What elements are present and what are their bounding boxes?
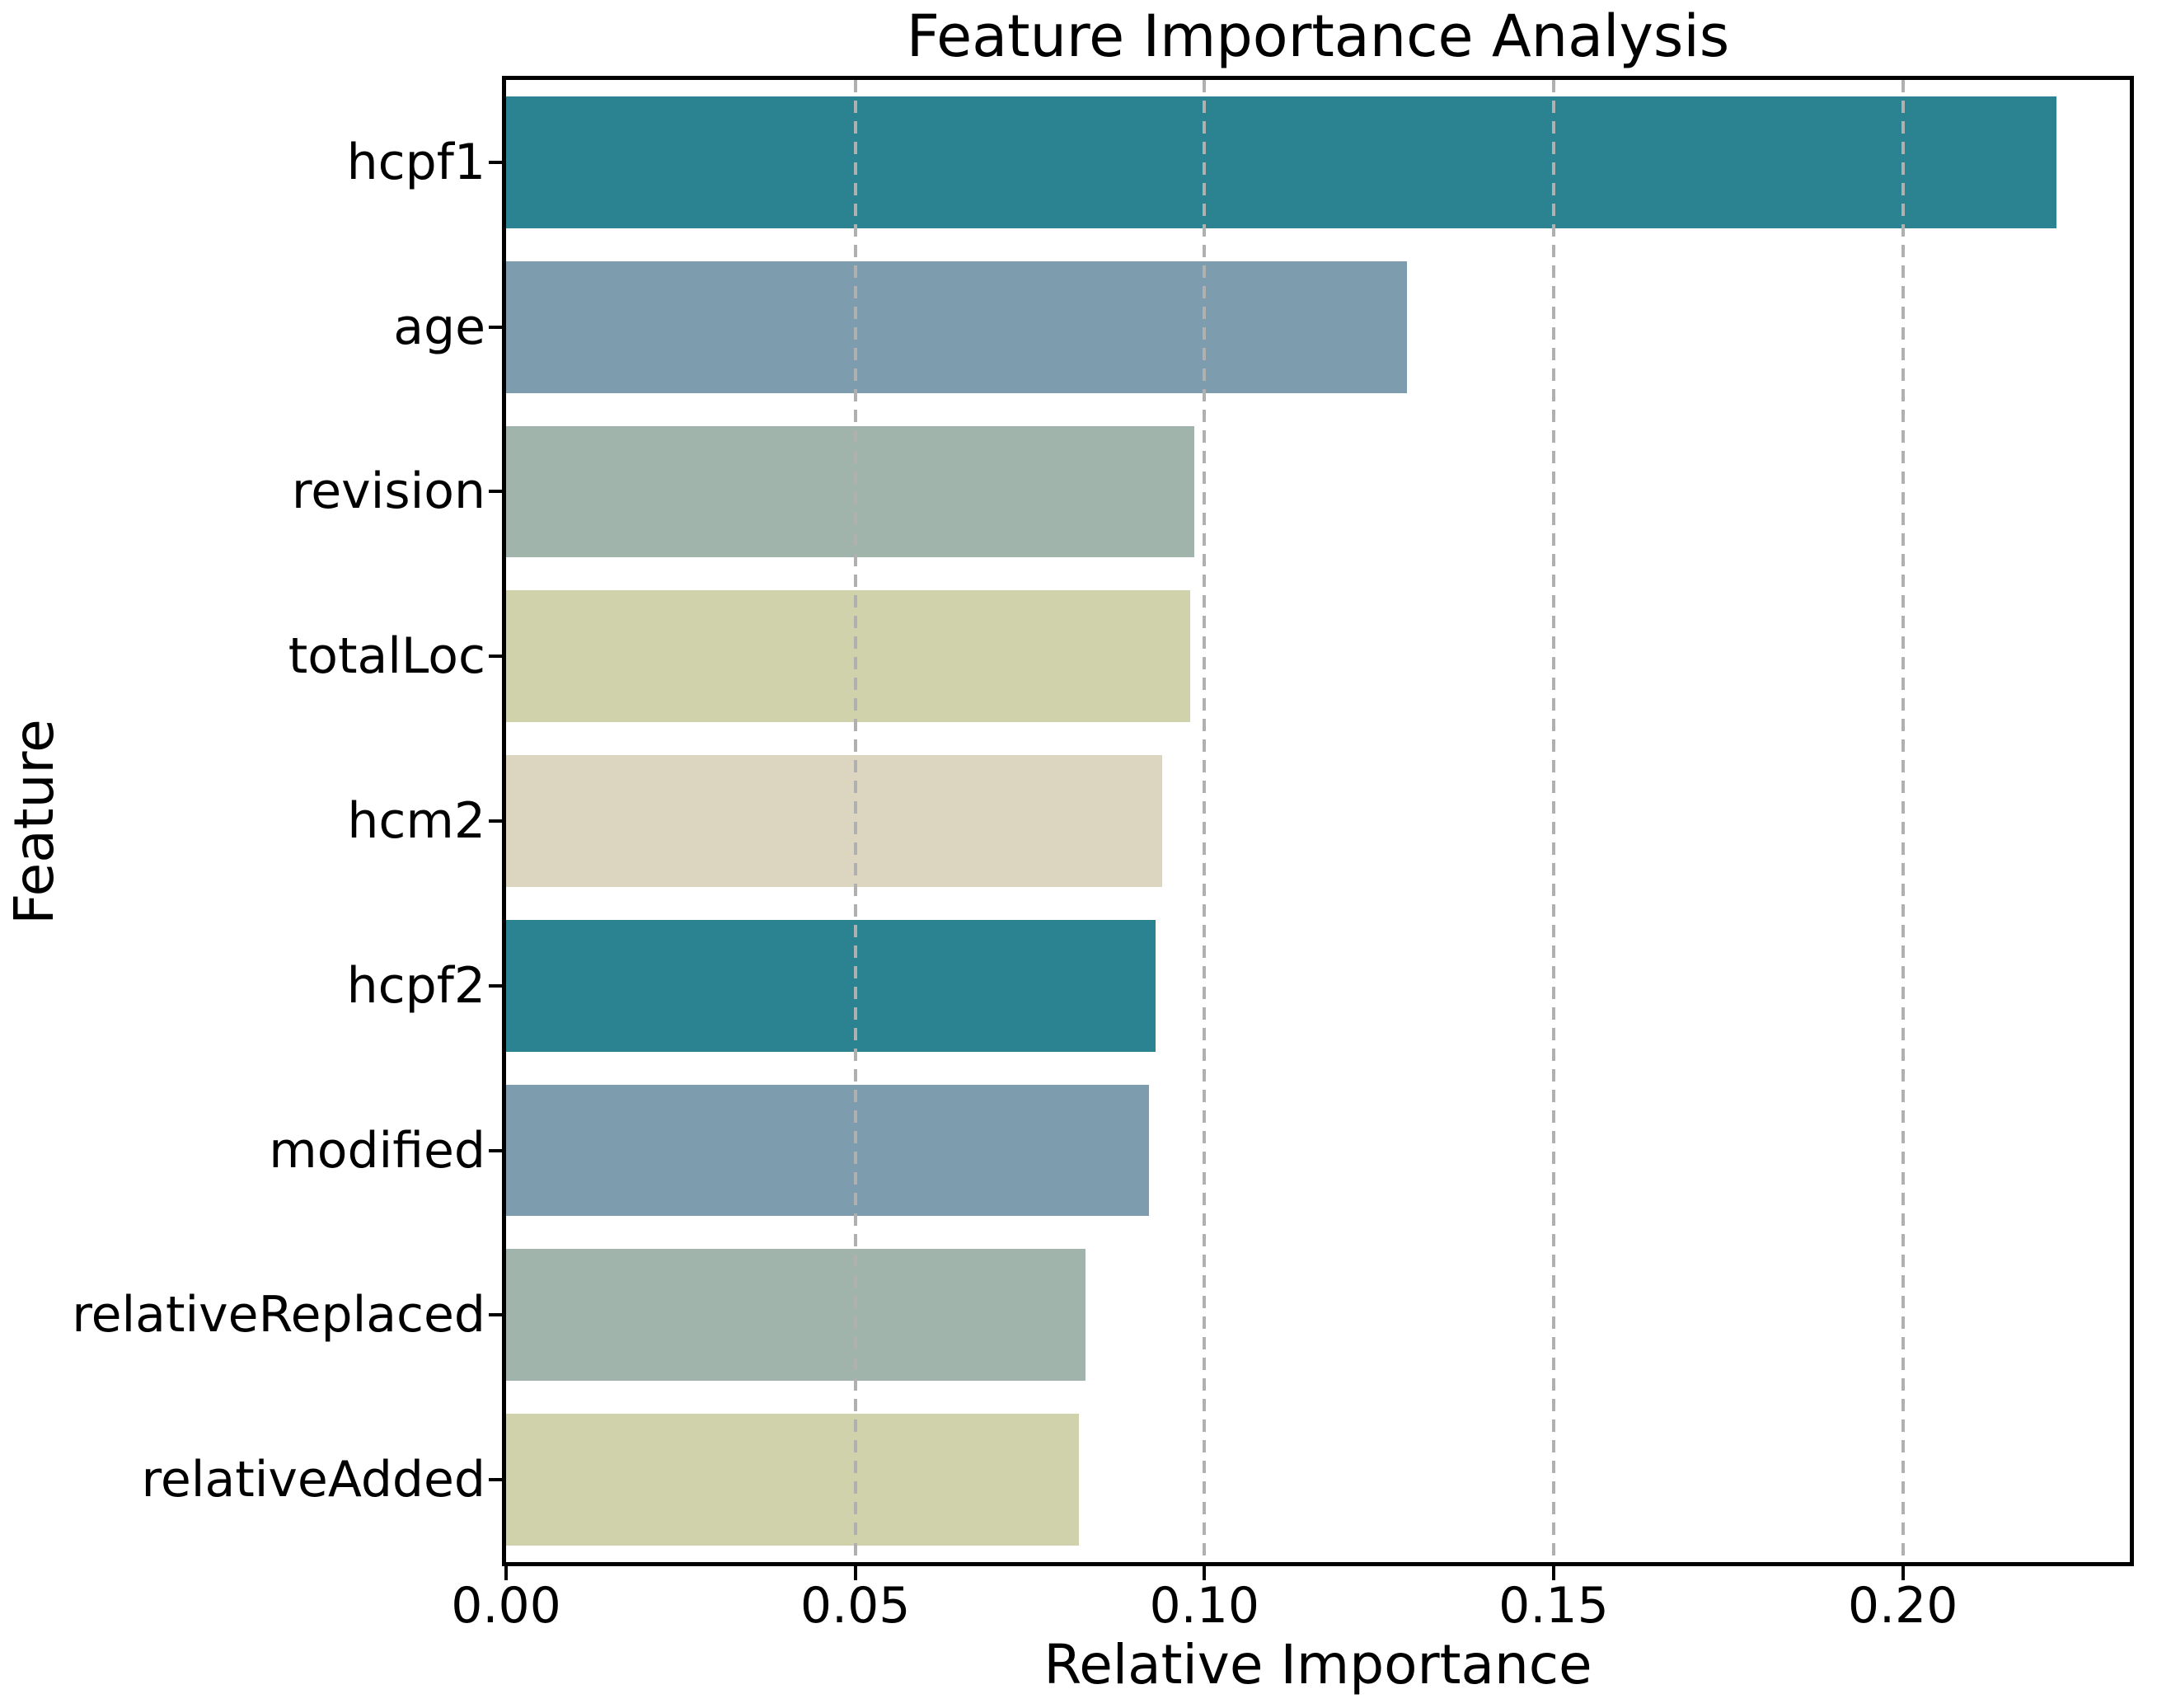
y-tick-label-revision: revision [291,462,485,521]
y-tick-mark [489,819,502,823]
bar-relativeReplaced [506,1249,1086,1382]
x-tick-mark [504,1566,508,1580]
y-tick-mark [489,983,502,988]
bar-revision [506,425,1194,558]
x-tick-mark [1203,1566,1207,1580]
bar-hcpf2 [506,919,1156,1052]
x-tick-mark [1551,1566,1555,1580]
y-tick-label-hcpf2: hcpf2 [346,956,485,1015]
y-tick-mark [489,1478,502,1482]
bar-hcpf1 [506,96,2057,228]
bar-totalLoc [506,590,1191,723]
chart-title: Feature Importance Analysis [906,2,1730,70]
y-tick-mark [489,1313,502,1317]
y-tick-mark [489,655,502,659]
y-tick-label-totalLoc: totalLoc [288,627,485,686]
gridline-x-0.15 [1551,80,1555,1562]
y-tick-mark [489,325,502,329]
bar-hcm2 [506,755,1163,887]
y-tick-mark [489,1148,502,1152]
y-tick-label-hcm2: hcm2 [347,792,485,850]
y-tick-label-hcpf1: hcpf1 [346,133,485,191]
plot-area [502,76,2134,1566]
bar-relativeAdded [506,1414,1079,1546]
x-tick-label-0.20: 0.20 [1847,1577,1958,1635]
y-tick-mark [489,160,502,164]
y-tick-label-relativeAdded: relativeAdded [141,1451,485,1509]
gridline-x-0.20 [1901,80,1905,1562]
x-tick-label-0.00: 0.00 [451,1577,561,1635]
gridline-x-0.05 [853,80,857,1562]
bar-modified [506,1084,1149,1217]
x-tick-mark [853,1566,857,1580]
y-tick-label-relativeReplaced: relativeReplaced [72,1286,485,1344]
x-tick-label-0.10: 0.10 [1149,1577,1260,1635]
x-tick-mark [1901,1566,1905,1580]
bar-age [506,260,1408,393]
x-tick-label-0.05: 0.05 [799,1577,911,1635]
y-tick-mark [489,490,502,494]
gridline-x-0.10 [1203,80,1207,1562]
y-tick-label-age: age [393,298,485,356]
x-axis-label: Relative Importance [1043,1633,1592,1696]
x-tick-label-0.15: 0.15 [1498,1577,1609,1635]
y-tick-label-modified: modified [269,1121,485,1180]
